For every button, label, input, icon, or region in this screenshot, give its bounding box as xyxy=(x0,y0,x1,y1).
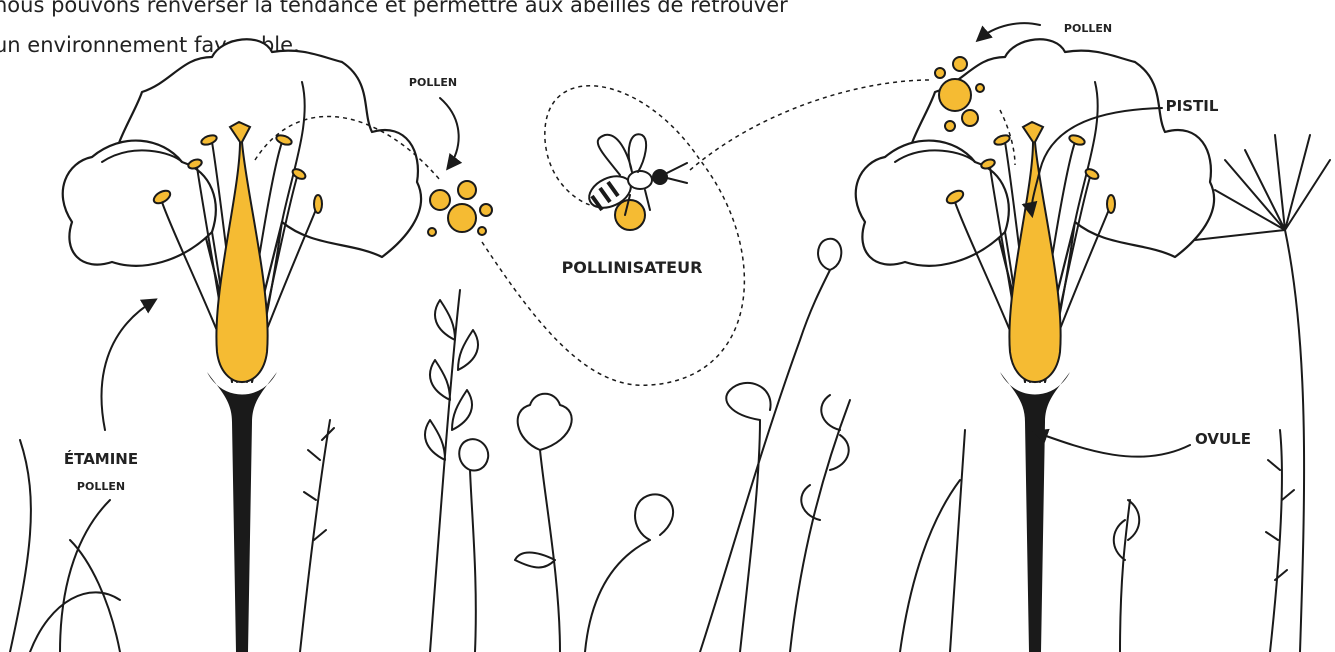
drawing-path xyxy=(1266,430,1294,652)
drawing-path xyxy=(300,420,334,652)
drawing-circle xyxy=(428,228,436,236)
drawing-circle xyxy=(962,110,978,126)
drawing-path xyxy=(726,383,770,652)
intro-line: nous pouvons renverser la tendance et pe… xyxy=(0,0,788,17)
drawing-path xyxy=(900,430,1139,652)
label: POLLEN xyxy=(77,480,125,493)
drawing-circle xyxy=(458,181,476,199)
illustration: nous pouvons renverser la tendance et pe… xyxy=(0,0,1335,652)
drawing-circle xyxy=(615,200,645,230)
drawing-circle xyxy=(945,121,955,131)
drawing-path xyxy=(459,439,488,652)
drawing-path xyxy=(440,98,459,168)
flower-right xyxy=(856,39,1214,652)
label: OVULE xyxy=(1195,430,1251,448)
drawing-circle xyxy=(939,79,971,111)
drawing-circle xyxy=(480,204,492,216)
drawing-circle xyxy=(448,204,476,232)
drawing-circle xyxy=(953,57,967,71)
drawing-path xyxy=(978,23,1040,40)
label: POLLEN xyxy=(1064,22,1112,35)
bee xyxy=(584,134,687,230)
drawing-circle xyxy=(976,84,984,92)
flower-left xyxy=(63,39,421,652)
drawing-ellipse xyxy=(628,171,652,189)
label: ÉTAMINE xyxy=(64,449,138,468)
page: {"intro": {"lines": ["nous pouvons renve… xyxy=(0,0,1335,652)
drawing-path xyxy=(482,86,744,386)
drawing-path xyxy=(10,440,120,652)
drawing-path xyxy=(1035,432,1190,457)
drawing-circle xyxy=(935,68,945,78)
pollen-left xyxy=(428,181,492,236)
drawing-circle xyxy=(478,227,486,235)
label: PISTIL xyxy=(1166,97,1219,115)
drawing-path xyxy=(700,239,841,652)
drawing-circle xyxy=(430,190,450,210)
label: POLLINISATEUR xyxy=(562,258,703,277)
drawing-path xyxy=(1195,135,1330,652)
drawing-path xyxy=(515,394,673,652)
drawing-path xyxy=(102,300,155,430)
label: POLLEN xyxy=(409,76,457,89)
drawing-path xyxy=(790,395,850,652)
drawing-circle xyxy=(652,169,668,185)
